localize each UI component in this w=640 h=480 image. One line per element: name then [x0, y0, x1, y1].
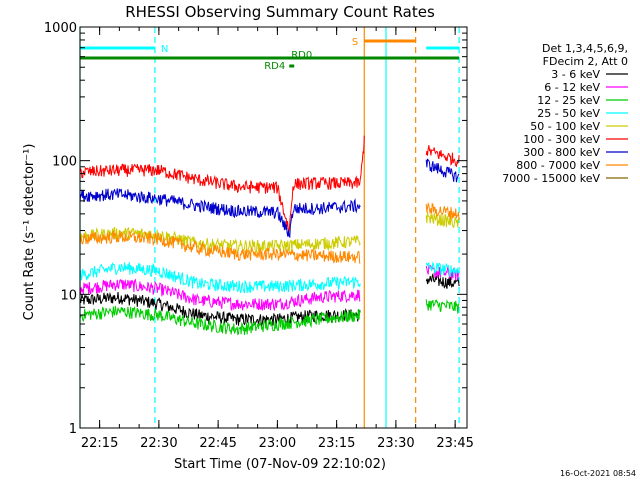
- generated-timestamp: 16-Oct-2021 08:54: [560, 469, 636, 478]
- series-line-0-1: [425, 272, 460, 289]
- series-line-1-0: [79, 278, 361, 312]
- legend-entry-label: 50 - 100 keV: [530, 120, 600, 133]
- legend-entry-label: 7000 - 15000 keV: [502, 172, 600, 185]
- data-series: [79, 135, 460, 336]
- series-line-4-0: [79, 226, 361, 255]
- y-tick-label: 10: [60, 288, 77, 303]
- series-line-5-1: [425, 145, 460, 168]
- chart-title: RHESSI Observing Summary Count Rates: [125, 3, 435, 21]
- series-line-5-0: [79, 135, 365, 233]
- series-line-3-0: [79, 261, 361, 294]
- y-tick-label: 1: [69, 422, 77, 437]
- flag-label-rd0: RD0: [291, 50, 312, 61]
- series-line-0-0: [79, 291, 361, 328]
- legend-entry-label: 800 - 7000 keV: [516, 159, 600, 172]
- x-tick-label: 23:00: [259, 436, 296, 451]
- series-line-3-1: [425, 261, 460, 277]
- flag-label-rd4: RD4: [264, 61, 285, 72]
- x-tick-label: 22:15: [81, 436, 118, 451]
- y-tick-label: 1000: [44, 21, 77, 36]
- axes: 22:15 22:30 22:45 23:00 23:15 23:30 23:45 1 10 10…: [44, 21, 474, 451]
- legend-entry-label: 3 - 6 keV: [551, 68, 600, 81]
- plot-frame: [79, 26, 468, 429]
- series-line-2-0: [79, 305, 361, 336]
- y-tick-label: 100: [52, 155, 77, 170]
- flag-label-s: S: [352, 37, 358, 48]
- flag-label-n: N: [161, 44, 168, 55]
- legend-entry-label: 12 - 25 keV: [537, 94, 600, 107]
- series-line-2-1: [425, 299, 460, 314]
- series-line-7-0: [79, 230, 361, 264]
- y-axis-label: Count Rate (s⁻¹ detector⁻¹): [22, 144, 37, 321]
- series-line-7-1: [425, 201, 460, 220]
- legend-entry-label: 100 - 300 keV: [523, 133, 600, 146]
- flag-bars: N S RD0 RD4: [80, 37, 460, 72]
- series-line-4-1: [425, 211, 460, 229]
- legend-header-line: Det 1,3,4,5,6,9,: [542, 42, 628, 55]
- legend: Det 1,3,4,5,6,9,FDecim 2, Att 03 - 6 keV…: [502, 42, 628, 185]
- series-line-6-0: [79, 188, 361, 239]
- x-axis-label: Start Time (07-Nov-09 22:10:02): [174, 457, 386, 472]
- x-tick-label: 23:15: [318, 436, 355, 451]
- series-line-6-1: [425, 158, 460, 183]
- x-tick-label: 22:30: [140, 436, 177, 451]
- legend-header-line: FDecim 2, Att 0: [543, 55, 628, 68]
- x-tick-label: 23:45: [436, 436, 473, 451]
- x-tick-label: 22:45: [199, 436, 236, 451]
- x-tick-label: 23:30: [377, 436, 414, 451]
- legend-entry-label: 25 - 50 keV: [537, 107, 600, 120]
- legend-entry-label: 300 - 800 keV: [523, 146, 600, 159]
- legend-entry-label: 6 - 12 keV: [544, 81, 600, 94]
